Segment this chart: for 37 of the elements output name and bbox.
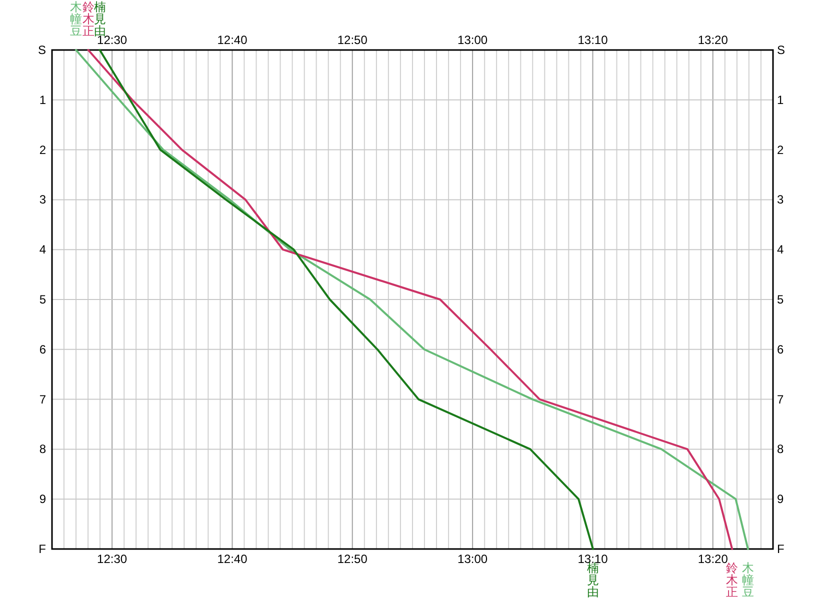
- x2-tick-label: 13:00: [458, 33, 488, 47]
- y-tick-label: 9: [39, 492, 46, 506]
- series-label: 鈴木正: [82, 0, 94, 38]
- x2-tick-label: 12:40: [217, 33, 248, 47]
- x-tick-label: 12:40: [217, 552, 248, 566]
- line-series: [98, 49, 594, 550]
- x-tick-label: 13:00: [458, 552, 488, 566]
- y2-tick-label: 4: [777, 242, 784, 257]
- x-tick-label: 13:20: [698, 552, 728, 566]
- text: 鈴木正: [726, 561, 738, 599]
- x-tick-label: 12:30: [97, 552, 128, 566]
- y-tick-label: 4: [39, 242, 46, 257]
- y-tick-label: 1: [39, 92, 46, 107]
- y2-tick-label: 5: [777, 292, 784, 306]
- series-label: 木幢豆: [70, 0, 82, 38]
- y-tick-label: 3: [39, 192, 46, 207]
- y2-tick-label: 3: [777, 192, 784, 207]
- x2-tick-label: 12:50: [337, 33, 368, 47]
- y-tick-label: 6: [39, 342, 46, 356]
- y2-tick-label: 6: [777, 342, 784, 356]
- text: 木幢豆: [742, 561, 754, 599]
- x2-tick-label: 13:10: [578, 33, 608, 47]
- x2-tick-label: 13:20: [698, 33, 728, 47]
- x-tick-label: 12:50: [337, 552, 368, 566]
- y2-tick-label: 8: [777, 442, 784, 456]
- y2-tick-label: 9: [777, 492, 784, 506]
- y-tick-label: 2: [39, 142, 46, 157]
- y-tick-label: 7: [39, 392, 46, 406]
- y2-tick-label: S: [777, 43, 786, 57]
- y-tick-label: F: [38, 542, 46, 556]
- y2-tick-label: F: [777, 542, 784, 556]
- y-tick-label: 8: [39, 442, 46, 456]
- y2-tick-label: 1: [777, 92, 784, 107]
- y2-tick-label: 7: [777, 392, 784, 406]
- y-tick-label: 5: [39, 292, 46, 306]
- y2-tick-label: 2: [777, 142, 784, 157]
- y-tick-label: S: [38, 43, 46, 57]
